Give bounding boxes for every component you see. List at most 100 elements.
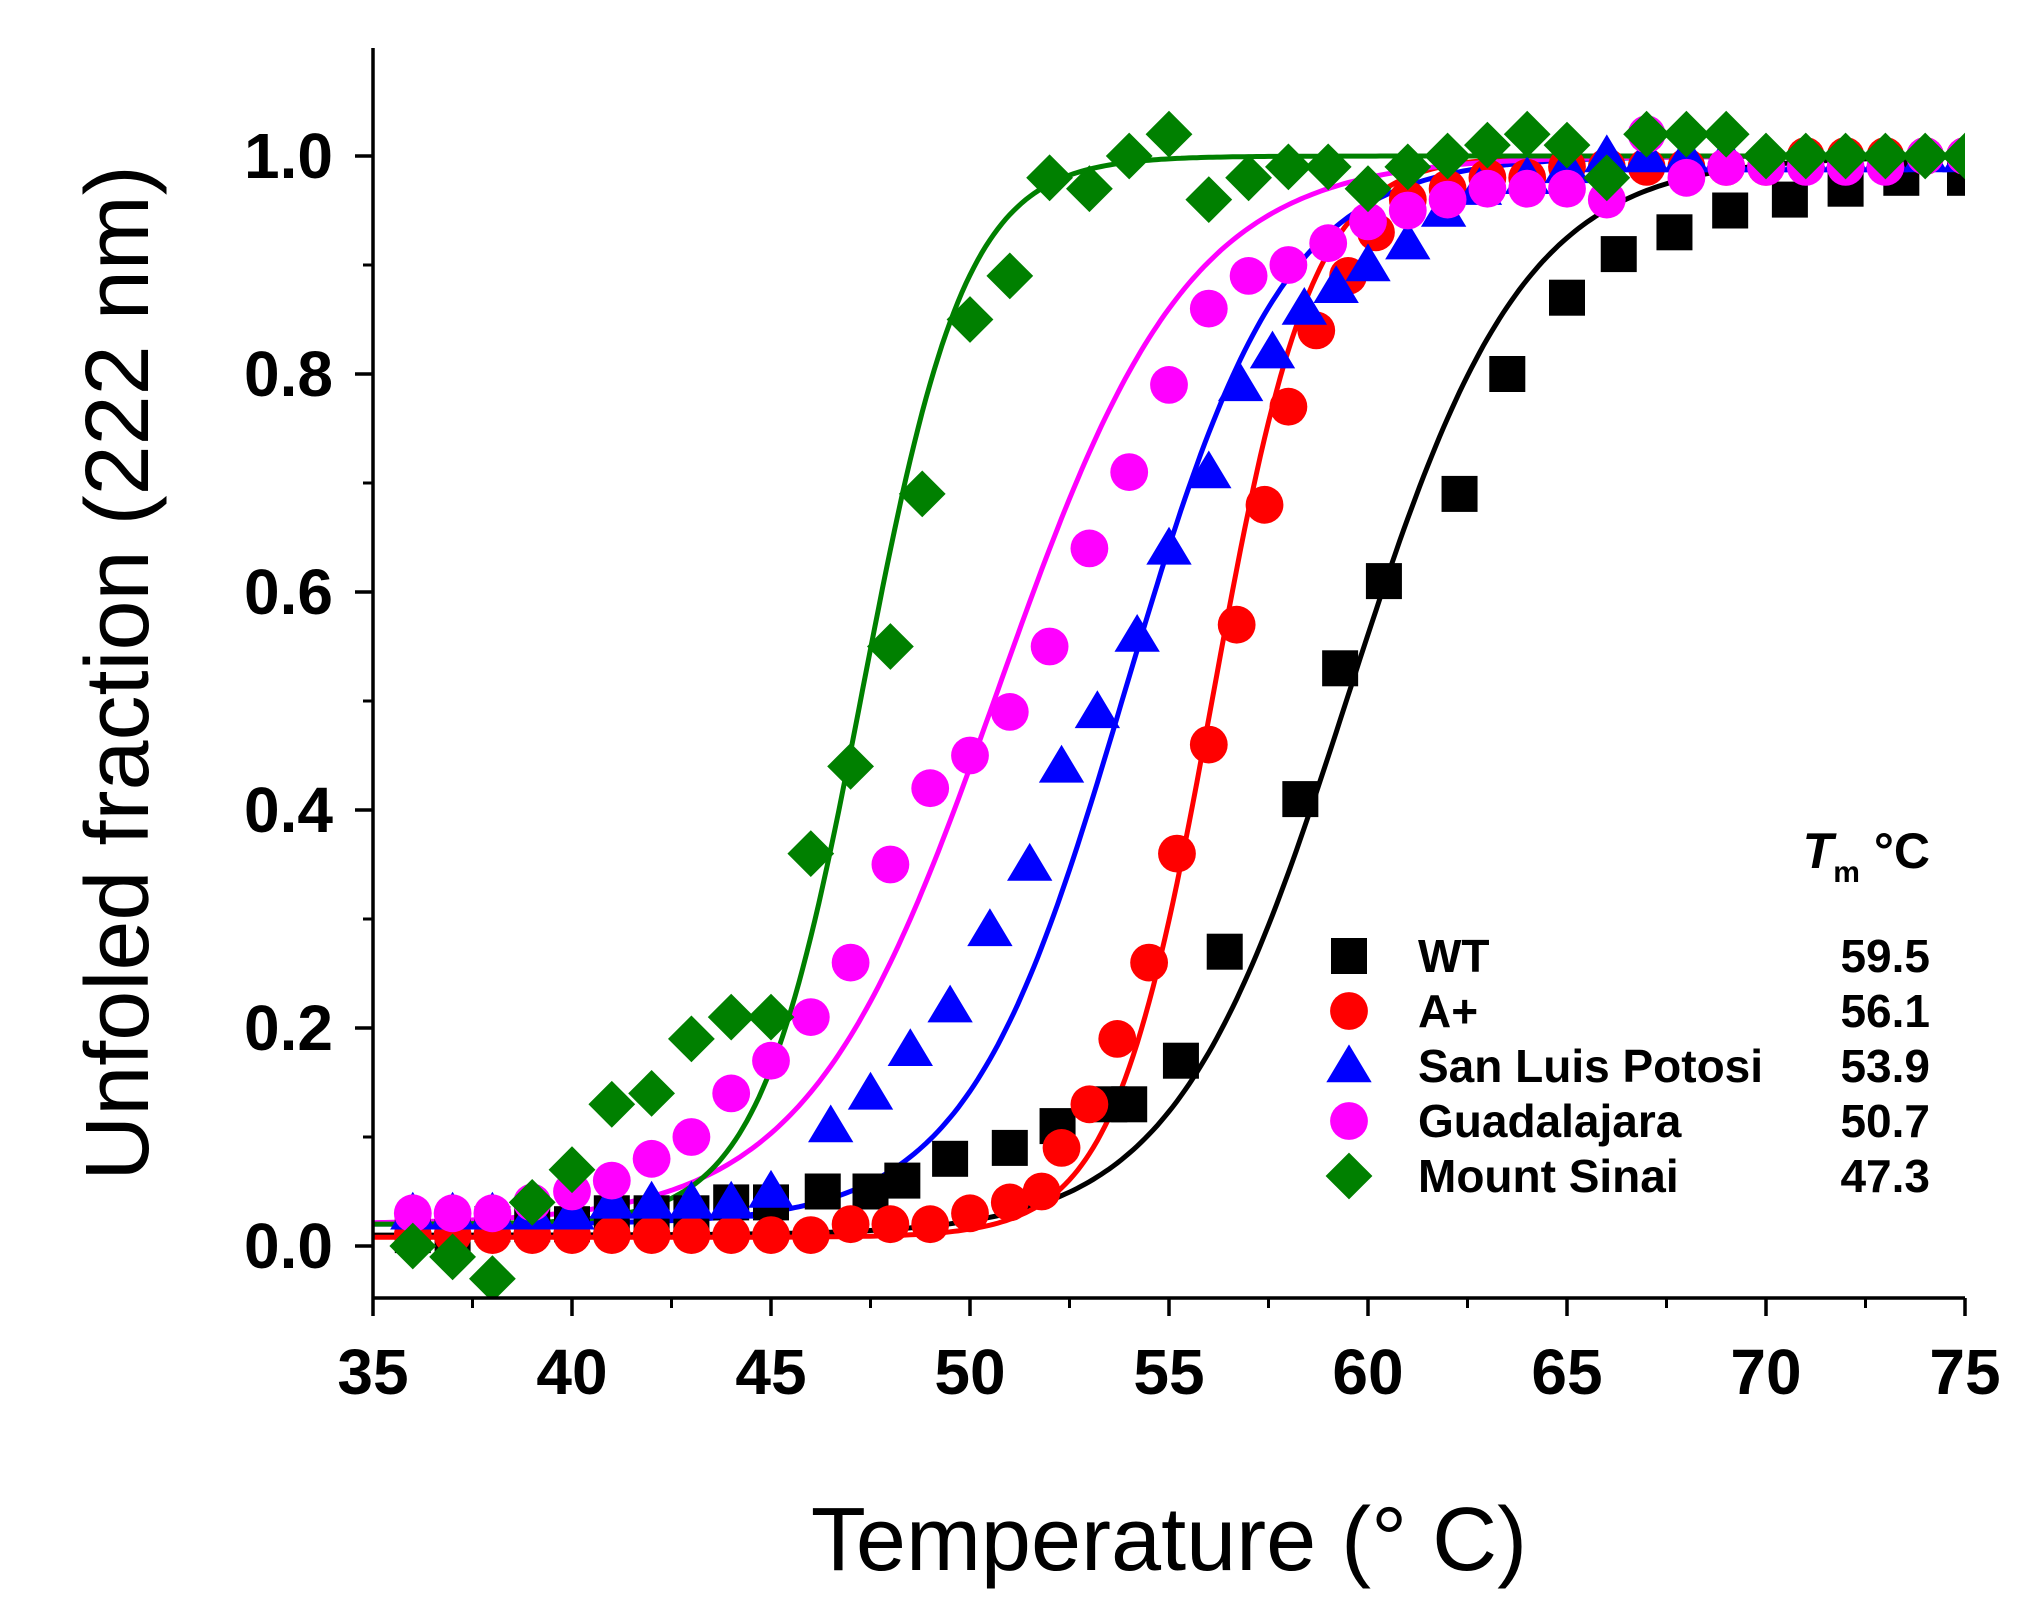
- data-point: [1388, 191, 1427, 230]
- data-point: [1549, 279, 1585, 316]
- data-point: [1309, 224, 1348, 263]
- data-point: [1322, 650, 1359, 687]
- data-point: [847, 1071, 894, 1110]
- data-point: [991, 1129, 1028, 1166]
- data-point: [1782, 132, 1830, 180]
- data-point: [871, 845, 910, 884]
- data-point: [747, 993, 795, 1041]
- data-point: [1217, 363, 1264, 402]
- y-tick-label: 0.8: [244, 338, 333, 410]
- data-point: [1663, 110, 1710, 158]
- data-point: [791, 1216, 830, 1254]
- data-point: [1130, 943, 1168, 982]
- data-point: [1901, 132, 1949, 180]
- legend-marker: [1325, 1152, 1373, 1200]
- x-tick-label: 60: [1332, 1336, 1403, 1408]
- data-point: [1600, 236, 1637, 273]
- data-point: [1385, 221, 1431, 260]
- data-point: [589, 1180, 635, 1219]
- data-point: [1282, 781, 1319, 818]
- data-point: [1269, 387, 1308, 426]
- legend-tm-value: 53.9: [1840, 1040, 1930, 1092]
- data-point: [1345, 243, 1391, 282]
- data-point: [1265, 143, 1312, 191]
- x-tick-label: 65: [1531, 1336, 1602, 1408]
- x-tick-label: 50: [934, 1336, 1005, 1408]
- data-point: [1105, 132, 1153, 180]
- data-point: [1543, 121, 1591, 169]
- data-point: [1189, 289, 1228, 328]
- data-point: [1098, 1020, 1137, 1058]
- legend-label: Mount Sinai: [1418, 1150, 1679, 1202]
- legend-tm-value: 50.7: [1840, 1095, 1930, 1147]
- data-point: [884, 1162, 921, 1199]
- x-tick-label: 55: [1133, 1336, 1204, 1408]
- data-point: [1150, 366, 1188, 404]
- data-point: [1225, 154, 1272, 202]
- data-point: [1384, 143, 1432, 191]
- y-tick-label: 0.6: [244, 556, 333, 628]
- y-tick-label: 0.0: [244, 1210, 333, 1282]
- data-point: [1186, 450, 1232, 489]
- data-point: [990, 693, 1029, 731]
- legend-marker: [1331, 938, 1367, 974]
- legend-marker: [1330, 1102, 1368, 1140]
- data-point: [632, 1139, 671, 1178]
- data-point: [887, 1028, 933, 1066]
- x-tick-label: 40: [536, 1336, 607, 1408]
- data-point: [1026, 154, 1073, 202]
- data-point: [867, 623, 914, 670]
- x-axis-title: Temperature (° C): [811, 1490, 1527, 1590]
- data-point: [632, 1216, 671, 1254]
- data-point: [1007, 842, 1053, 881]
- data-point: [1158, 834, 1196, 873]
- data-point: [1269, 246, 1308, 284]
- data-point: [672, 1118, 711, 1156]
- data-point: [1070, 529, 1109, 568]
- data-point: [1712, 192, 1749, 229]
- data-point: [592, 1216, 631, 1254]
- data-point: [1249, 330, 1296, 369]
- data-point: [707, 993, 755, 1041]
- data-point: [951, 1194, 989, 1233]
- data-point: [1111, 1086, 1148, 1123]
- data-point: [808, 1104, 854, 1143]
- data-point: [1548, 169, 1586, 208]
- y-axis-title: Unfoled fraction (222 nm): [68, 165, 168, 1181]
- data-point: [1066, 165, 1113, 213]
- y-tick-label: 0.2: [244, 992, 333, 1064]
- data-point: [871, 1205, 910, 1244]
- data-point: [1042, 1129, 1081, 1167]
- y-tick-label: 1.0: [244, 120, 333, 192]
- data-point: [592, 1161, 631, 1200]
- data-point: [787, 830, 835, 877]
- data-point: [1206, 933, 1243, 970]
- data-point: [1702, 110, 1750, 158]
- data-point: [1822, 132, 1869, 180]
- legend-tm-value: 47.3: [1840, 1150, 1930, 1202]
- data-point: [831, 1205, 870, 1244]
- data-point: [628, 1070, 675, 1117]
- data-point: [1584, 134, 1630, 173]
- data-point: [1313, 265, 1359, 303]
- data-point: [1862, 132, 1909, 180]
- data-point: [967, 908, 1013, 947]
- data-point: [1583, 154, 1631, 202]
- data-point: [831, 943, 870, 982]
- data-point: [1667, 158, 1706, 197]
- legend: Tm °C WT 59.5 A+ 56.1 San Luis Potosi 53.9 Guad…: [1325, 823, 1930, 1202]
- data-point: [1070, 1085, 1109, 1124]
- data-point: [708, 1180, 754, 1219]
- data-point: [1365, 563, 1402, 600]
- legend-tm-value: 56.1: [1840, 985, 1930, 1037]
- data-point: [986, 252, 1034, 300]
- legend-header-unit: °C: [1874, 823, 1930, 879]
- data-point: [1441, 475, 1478, 512]
- data-point: [668, 1180, 715, 1219]
- data-point: [911, 1205, 950, 1244]
- data-point: [473, 1194, 512, 1233]
- data-point: [1489, 356, 1526, 392]
- data-point: [1508, 169, 1547, 208]
- data-point: [827, 743, 874, 790]
- data-point: [1503, 110, 1551, 158]
